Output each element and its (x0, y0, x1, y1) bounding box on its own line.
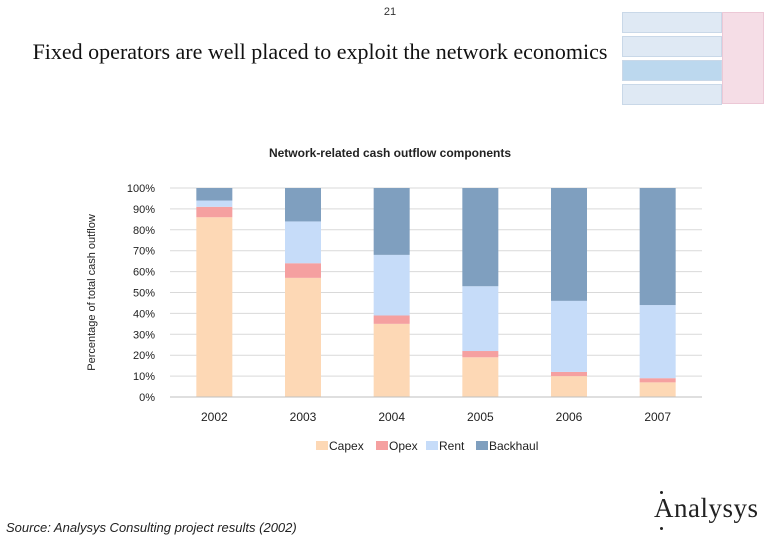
legend-swatch-capex (316, 441, 328, 450)
legend-label-backhaul: Backhaul (489, 439, 538, 453)
nav-tab-2 (622, 36, 722, 57)
legend-swatch-backhaul (476, 441, 488, 450)
source-note: Source: Analysys Consulting project resu… (6, 520, 297, 535)
bar-opex-2006 (551, 371, 587, 377)
bar-capex-2006 (551, 376, 587, 397)
y-tick-label: 70% (133, 246, 155, 258)
y-axis-label: Percentage of total cash outflow (86, 214, 98, 371)
x-tick-label: 2004 (378, 410, 405, 424)
legend-label-opex: Opex (389, 439, 418, 453)
bar-capex-2003 (285, 277, 321, 397)
nav-tab-4 (622, 84, 722, 105)
analysys-logo: Analysys (652, 491, 764, 535)
y-tick-label: 100% (127, 183, 155, 195)
x-tick-label: 2003 (290, 410, 317, 424)
bar-rent-2002 (196, 200, 233, 207)
legend-label-capex: Capex (329, 439, 364, 453)
nav-tab-1 (622, 12, 722, 33)
y-tick-label: 60% (133, 267, 155, 279)
bar-backhaul-2007 (639, 188, 676, 306)
bar-rent-2007 (639, 305, 676, 379)
bar-capex-2005 (462, 357, 499, 397)
legend-label-rent: Rent (439, 439, 465, 453)
y-tick-label: 50% (133, 288, 155, 300)
chart-title: Network-related cash outflow components (268, 146, 512, 160)
y-tick-label: 30% (133, 329, 155, 341)
bar-opex-2002 (196, 206, 233, 218)
bar-capex-2002 (196, 217, 233, 397)
y-tick-label: 90% (133, 204, 155, 216)
legend-swatch-rent (426, 441, 438, 450)
bar-backhaul-2006 (551, 188, 587, 301)
y-tick-label: 40% (133, 308, 155, 320)
y-tick-label: 80% (133, 225, 155, 237)
bar-backhaul-2002 (196, 188, 233, 201)
bar-backhaul-2004 (373, 188, 410, 255)
y-tick-label: 0% (139, 392, 155, 404)
bar-capex-2007 (639, 382, 676, 397)
bar-opex-2004 (373, 315, 410, 324)
bar-opex-2005 (462, 351, 499, 358)
y-tick-label: 20% (133, 350, 155, 362)
x-tick-label: 2006 (556, 410, 583, 424)
bar-rent-2006 (551, 300, 587, 372)
bar-capex-2004 (373, 323, 410, 397)
x-tick-label: 2005 (467, 410, 494, 424)
x-tick-label: 2007 (644, 410, 671, 424)
bar-rent-2003 (285, 221, 321, 264)
nav-side-panel (722, 12, 764, 104)
logo-dot-bottom (660, 527, 663, 530)
bar-backhaul-2005 (462, 188, 499, 287)
bar-rent-2005 (462, 286, 499, 352)
bar-rent-2004 (373, 254, 410, 316)
x-tick-label: 2002 (201, 410, 228, 424)
slide-title: Fixed operators are well placed to explo… (32, 39, 608, 64)
navigation-tabs-decoration (622, 12, 764, 105)
nav-tab-3 (622, 60, 722, 81)
page-number: 21 (383, 6, 397, 18)
logo-dot-top (660, 491, 663, 494)
y-tick-label: 10% (133, 371, 155, 383)
bar-opex-2007 (639, 378, 676, 383)
bar-backhaul-2003 (285, 188, 321, 222)
bar-opex-2003 (285, 263, 321, 278)
legend-swatch-opex (376, 441, 388, 450)
logo-text: Analysys (654, 493, 759, 523)
